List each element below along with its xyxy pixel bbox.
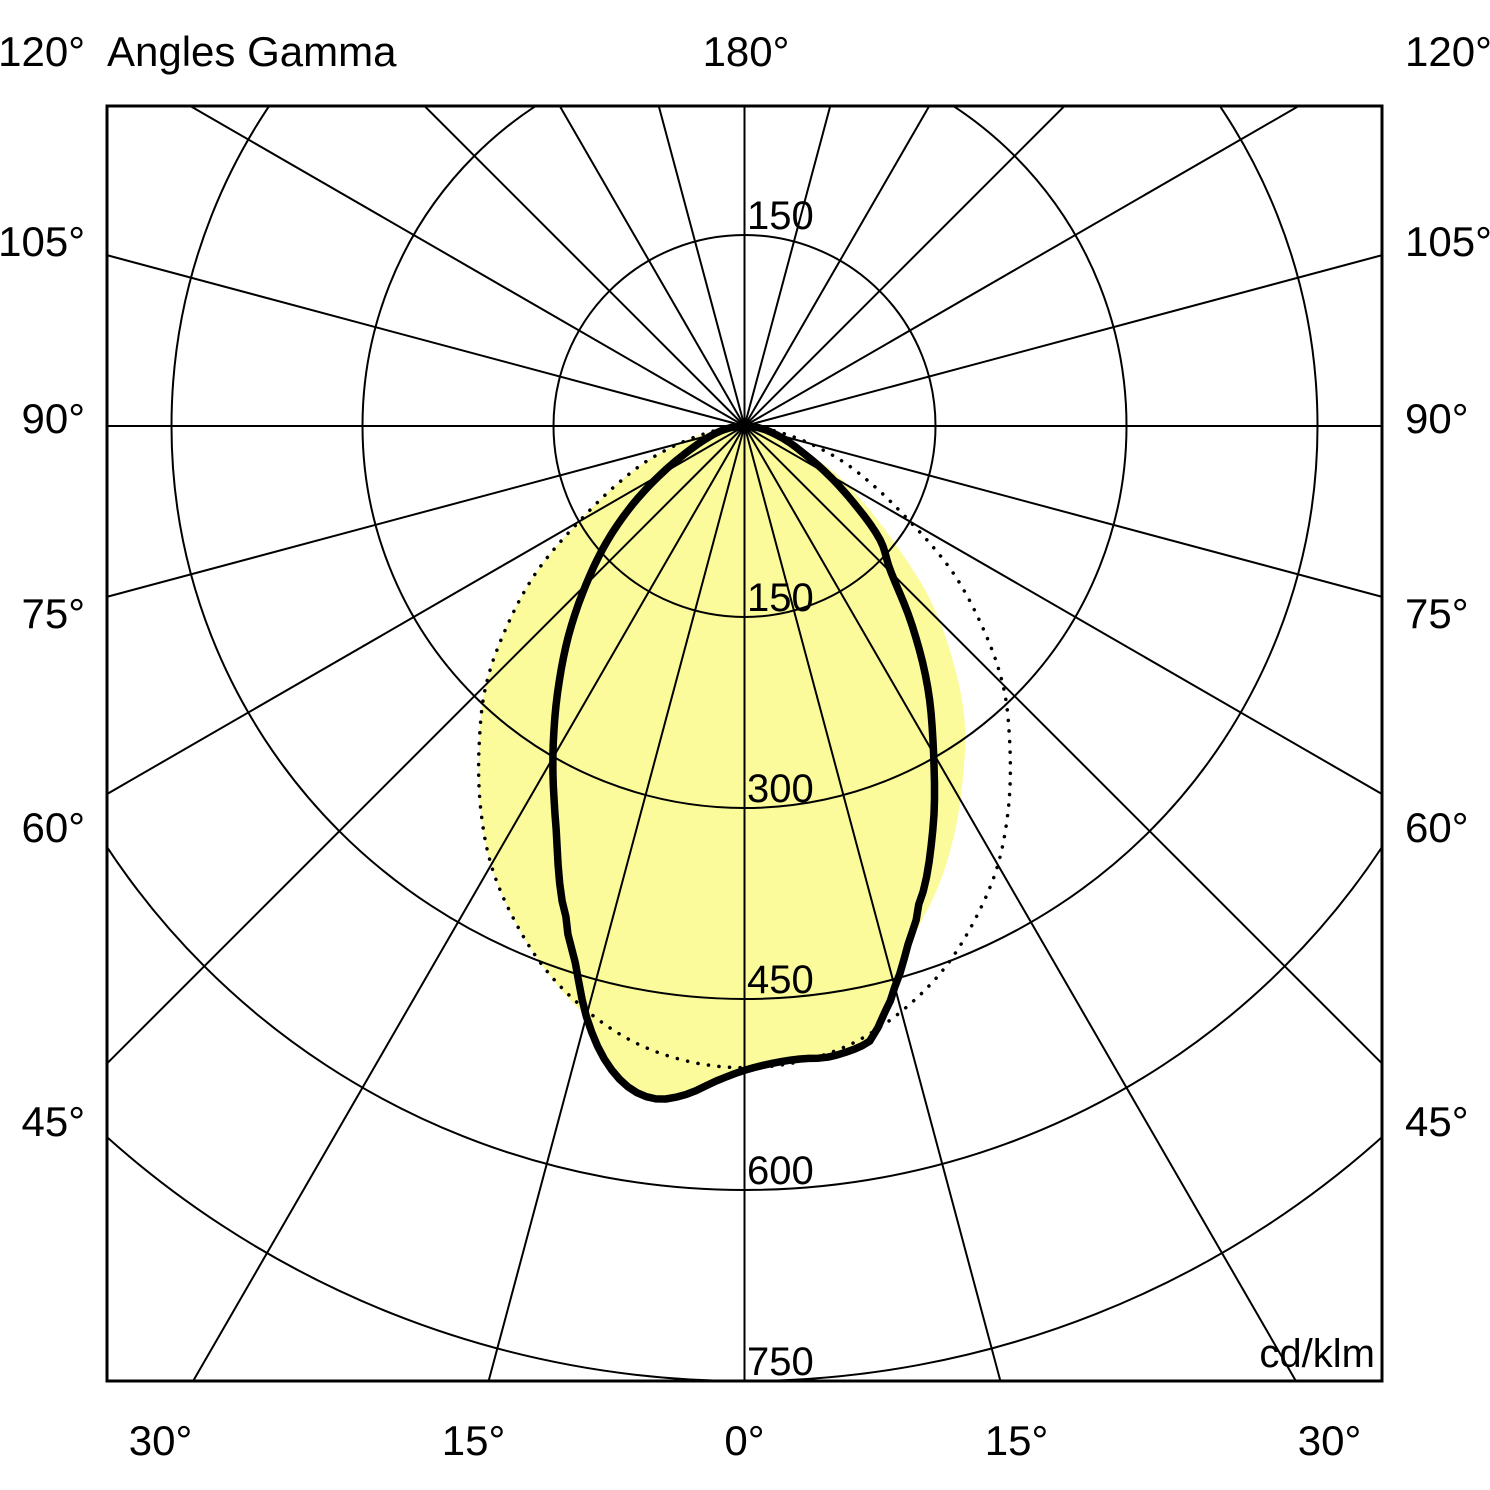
ring-label-450: 450 <box>747 958 814 1002</box>
grid-radial-300 <box>107 425 745 796</box>
grid-radial-30 <box>743 425 1298 1381</box>
axis-label-bottom-3: 15° <box>985 1417 1049 1464</box>
axis-label-right-60deg: 60° <box>1405 804 1469 851</box>
plot-frame <box>105 104 1384 1383</box>
grid-radial-225 <box>423 106 746 427</box>
axis-label-left-45deg: 45° <box>21 1098 85 1145</box>
axis-label-left-75deg: 75° <box>21 590 85 637</box>
axis-label-bottom-4: 30° <box>1298 1417 1362 1464</box>
axis-label-bottom-1: 15° <box>442 1417 506 1464</box>
grid-radial-60 <box>743 425 1382 796</box>
chart-title: Angles Gamma <box>107 28 397 75</box>
grid-radial-75 <box>744 425 1382 598</box>
axis-label-right-105deg: 105° <box>1405 218 1490 265</box>
axis-label-right-120deg: 120° <box>1405 28 1490 75</box>
grid-radial-240 <box>188 106 745 427</box>
grid-radial-285 <box>107 425 745 598</box>
grid-radial-330 <box>191 425 746 1381</box>
ring-label-750: 750 <box>747 1340 814 1384</box>
grid-radial-45 <box>743 425 1382 1065</box>
axis-label-left-60deg: 60° <box>21 804 85 851</box>
axis-label-left-105deg: 105° <box>0 218 85 265</box>
grid-radial-120 <box>743 106 1301 427</box>
unit-label: cd/klm <box>1259 1332 1375 1376</box>
grid-radial-345 <box>487 425 746 1381</box>
ring-label-150-above: 150 <box>747 194 814 238</box>
grid-radial-255 <box>107 254 745 427</box>
ring-label-600: 600 <box>747 1149 814 1193</box>
grid-radial-210 <box>558 106 746 427</box>
grid-radial-15 <box>743 425 1002 1381</box>
ring-label-150: 150 <box>747 576 814 620</box>
ring-label-300: 300 <box>747 767 814 811</box>
axis-label-right-75deg: 75° <box>1405 590 1469 637</box>
grid-radial-195 <box>657 106 746 427</box>
axis-label-bottom-2: 0° <box>724 1417 764 1464</box>
axis-label-left-120deg: 120° <box>0 28 85 75</box>
axis-label-right-90deg: 90° <box>1405 395 1469 442</box>
beam-fill-region <box>478 426 966 1099</box>
axis-label-right-45deg: 45° <box>1405 1098 1469 1145</box>
solid-intensity-curve <box>549 422 939 1103</box>
grid-radial-135 <box>743 106 1066 427</box>
axis-label-top-180: 180° <box>703 28 790 75</box>
grid-radial-150 <box>743 106 931 427</box>
axis-label-left-90deg: 90° <box>21 395 85 442</box>
grid-radial-105 <box>744 254 1382 427</box>
grid-radial-165 <box>743 106 832 427</box>
axis-label-bottom-0: 30° <box>129 1417 193 1464</box>
grid-radial-315 <box>107 425 746 1065</box>
